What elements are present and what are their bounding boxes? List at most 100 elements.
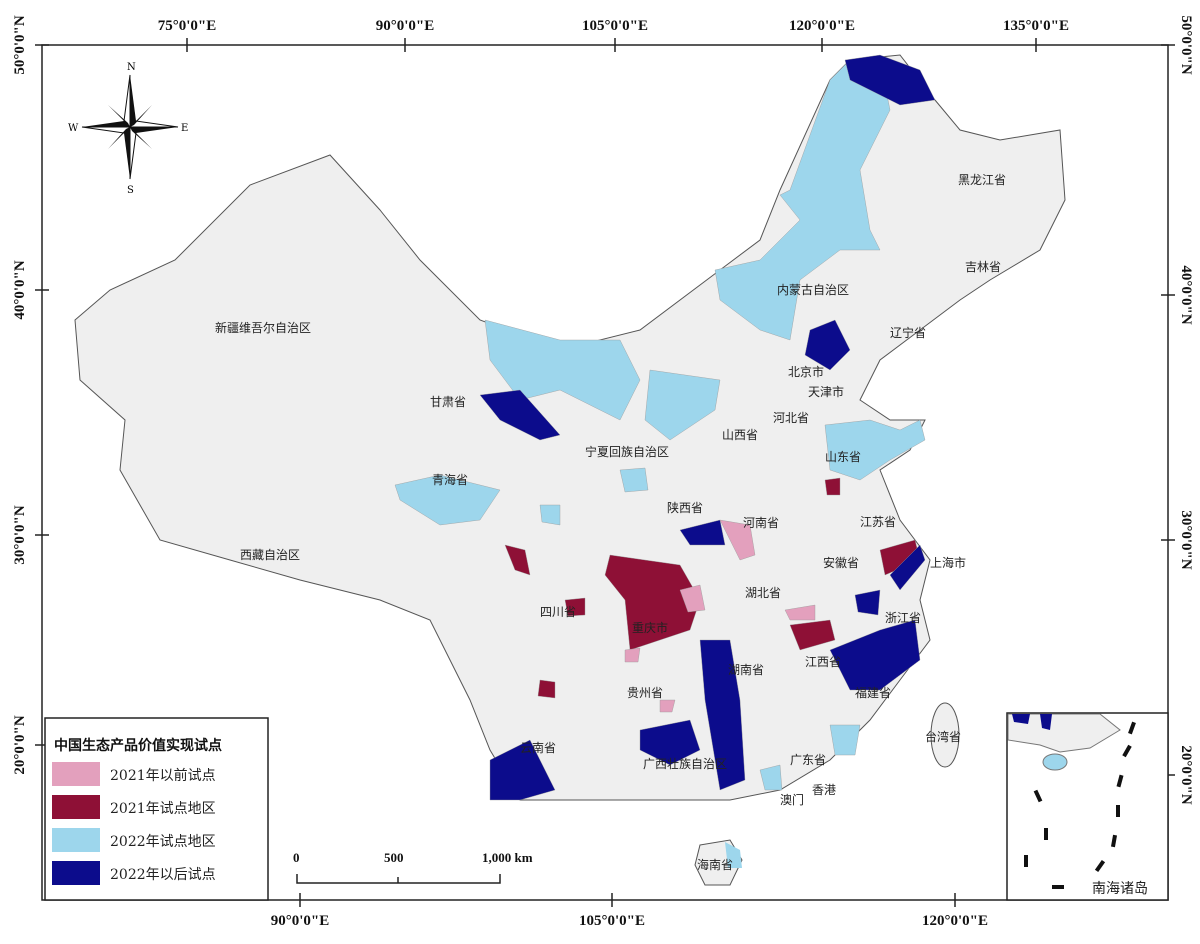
top-axis-label: 135°0'0"E [1003,18,1069,34]
province-label: 山西省 [722,428,758,442]
legend-item-label: 2021年试点地区 [110,801,216,817]
pilot-region [679,584,706,613]
pilot-region [489,739,556,801]
left-axis-label: 20°0'0"N [12,715,28,774]
province-label: 新疆维吾尔自治区 [215,320,311,335]
pilot-region [824,477,841,496]
pilot-region [479,389,561,441]
province-label: 吉林省 [965,260,1001,274]
province-label: 湖北省 [745,585,781,600]
scale-0: 0 [293,850,300,865]
province-label: 天津市 [808,384,844,399]
province-label: 广西壮族自治区 [643,757,727,771]
province-label: 福建省 [855,685,891,700]
bottom-axis-label: 90°0'0"E [271,913,330,929]
province-label: 台湾省 [925,729,961,744]
left-axis-label: 40°0'0"N [12,260,28,319]
province-label: 陕西省 [667,500,703,515]
pilot-region [759,764,783,791]
pilot-region [804,319,851,371]
province-label: 山东省 [825,450,861,464]
province-label: 河北省 [773,411,809,425]
pilot-region [644,369,721,441]
legend-item-label: 2022年试点地区 [110,834,216,850]
province-label: 重庆市 [632,620,668,635]
taiwan-island [930,702,960,768]
province-label: 湖南省 [728,662,764,677]
right-axis-label: 20°0'0"N [1178,745,1194,804]
right-axis-label: 30°0'0"N [1178,510,1194,569]
bottom-axis-label: 120°0'0"E [922,913,988,929]
legend-item-label: 2021年以前试点 [110,767,216,784]
province-label: 西藏自治区 [240,548,300,562]
scale-1000: 1,000 km [482,850,533,865]
province-label: 浙江省 [885,611,921,625]
province-label: 广东省 [790,753,826,767]
pilot-region [824,419,926,481]
province-label: 澳门 [780,792,804,807]
right-axis-label: 40°0'0"N [1178,265,1194,324]
legend-swatch [52,762,100,786]
pilot-region [659,699,676,713]
province-label: 安徽省 [823,555,859,570]
legend-title: 中国生态产品价值实现试点 [54,737,222,754]
legend-swatch [52,828,100,852]
pilot-region [829,724,861,756]
province-label: 河南省 [743,515,779,530]
pilot-region [679,519,726,546]
top-axis-label: 75°0'0"E [158,18,217,34]
province-label: 上海市 [930,555,966,570]
pilot-region [539,504,561,526]
pilot-region [537,679,556,699]
pilot-region [699,639,746,791]
right-axis-label: 50°0'0"N [1178,15,1194,74]
pilot-region [789,619,836,651]
south-china-sea-inset: 南海诸岛 [1006,712,1169,901]
province-label: 辽宁省 [890,325,926,340]
pilot-region [564,597,586,617]
left-axis-label: 50°0'0"N [12,15,28,74]
province-label: 北京市 [788,364,824,379]
compass-w: W [68,123,79,134]
legend-swatch [52,795,100,819]
bottom-axis-label: 105°0'0"E [579,913,645,929]
hainan-pilot [725,842,742,868]
top-axis-label: 90°0'0"E [376,18,435,34]
north-arrow-compass: N S E W [68,62,188,196]
legend-swatch [52,861,100,885]
province-label: 江西省 [805,655,841,669]
top-axis-label: 105°0'0"E [582,18,648,34]
pilot-region [829,619,921,691]
compass-s: S [127,185,134,196]
pilot-region [394,474,501,526]
province-label: 甘肃省 [430,395,466,409]
pilot-region [889,544,926,591]
province-label: 宁夏回族自治区 [585,444,669,459]
pilot-region [784,604,816,621]
legend: 中国生态产品价值实现试点 2021年以前试点 2021年试点地区 2022年试点地区… [44,717,269,901]
scale-500: 500 [384,850,404,865]
province-label: 云南省 [520,740,556,755]
province-label: 四川省 [540,605,576,619]
province-label: 江苏省 [860,515,896,529]
pilot-regions [394,54,936,801]
graticule-ticks [35,38,1175,907]
province-label: 黑龙江省 [958,173,1006,187]
legend-item-label: 2022年以后试点 [110,867,216,883]
province-label: 青海省 [432,472,468,487]
pilot-region [619,467,649,493]
pilot-region [844,54,936,106]
pilot-region [719,519,756,561]
pilot-region [854,589,881,616]
compass-n: N [127,62,136,73]
scale-bar: 0 500 1,000 km [293,850,533,884]
pilot-region [624,647,641,663]
inset-label: 南海诸岛 [1092,881,1148,897]
axis-labels: 75°0'0"E 90°0'0"E 105°0'0"E 120°0'0"E 135°0'… [12,15,1194,929]
top-axis-label: 120°0'0"E [789,18,855,34]
left-axis-label: 30°0'0"N [12,505,28,564]
province-label: 内蒙古自治区 [777,282,849,297]
pilot-region [504,544,531,576]
